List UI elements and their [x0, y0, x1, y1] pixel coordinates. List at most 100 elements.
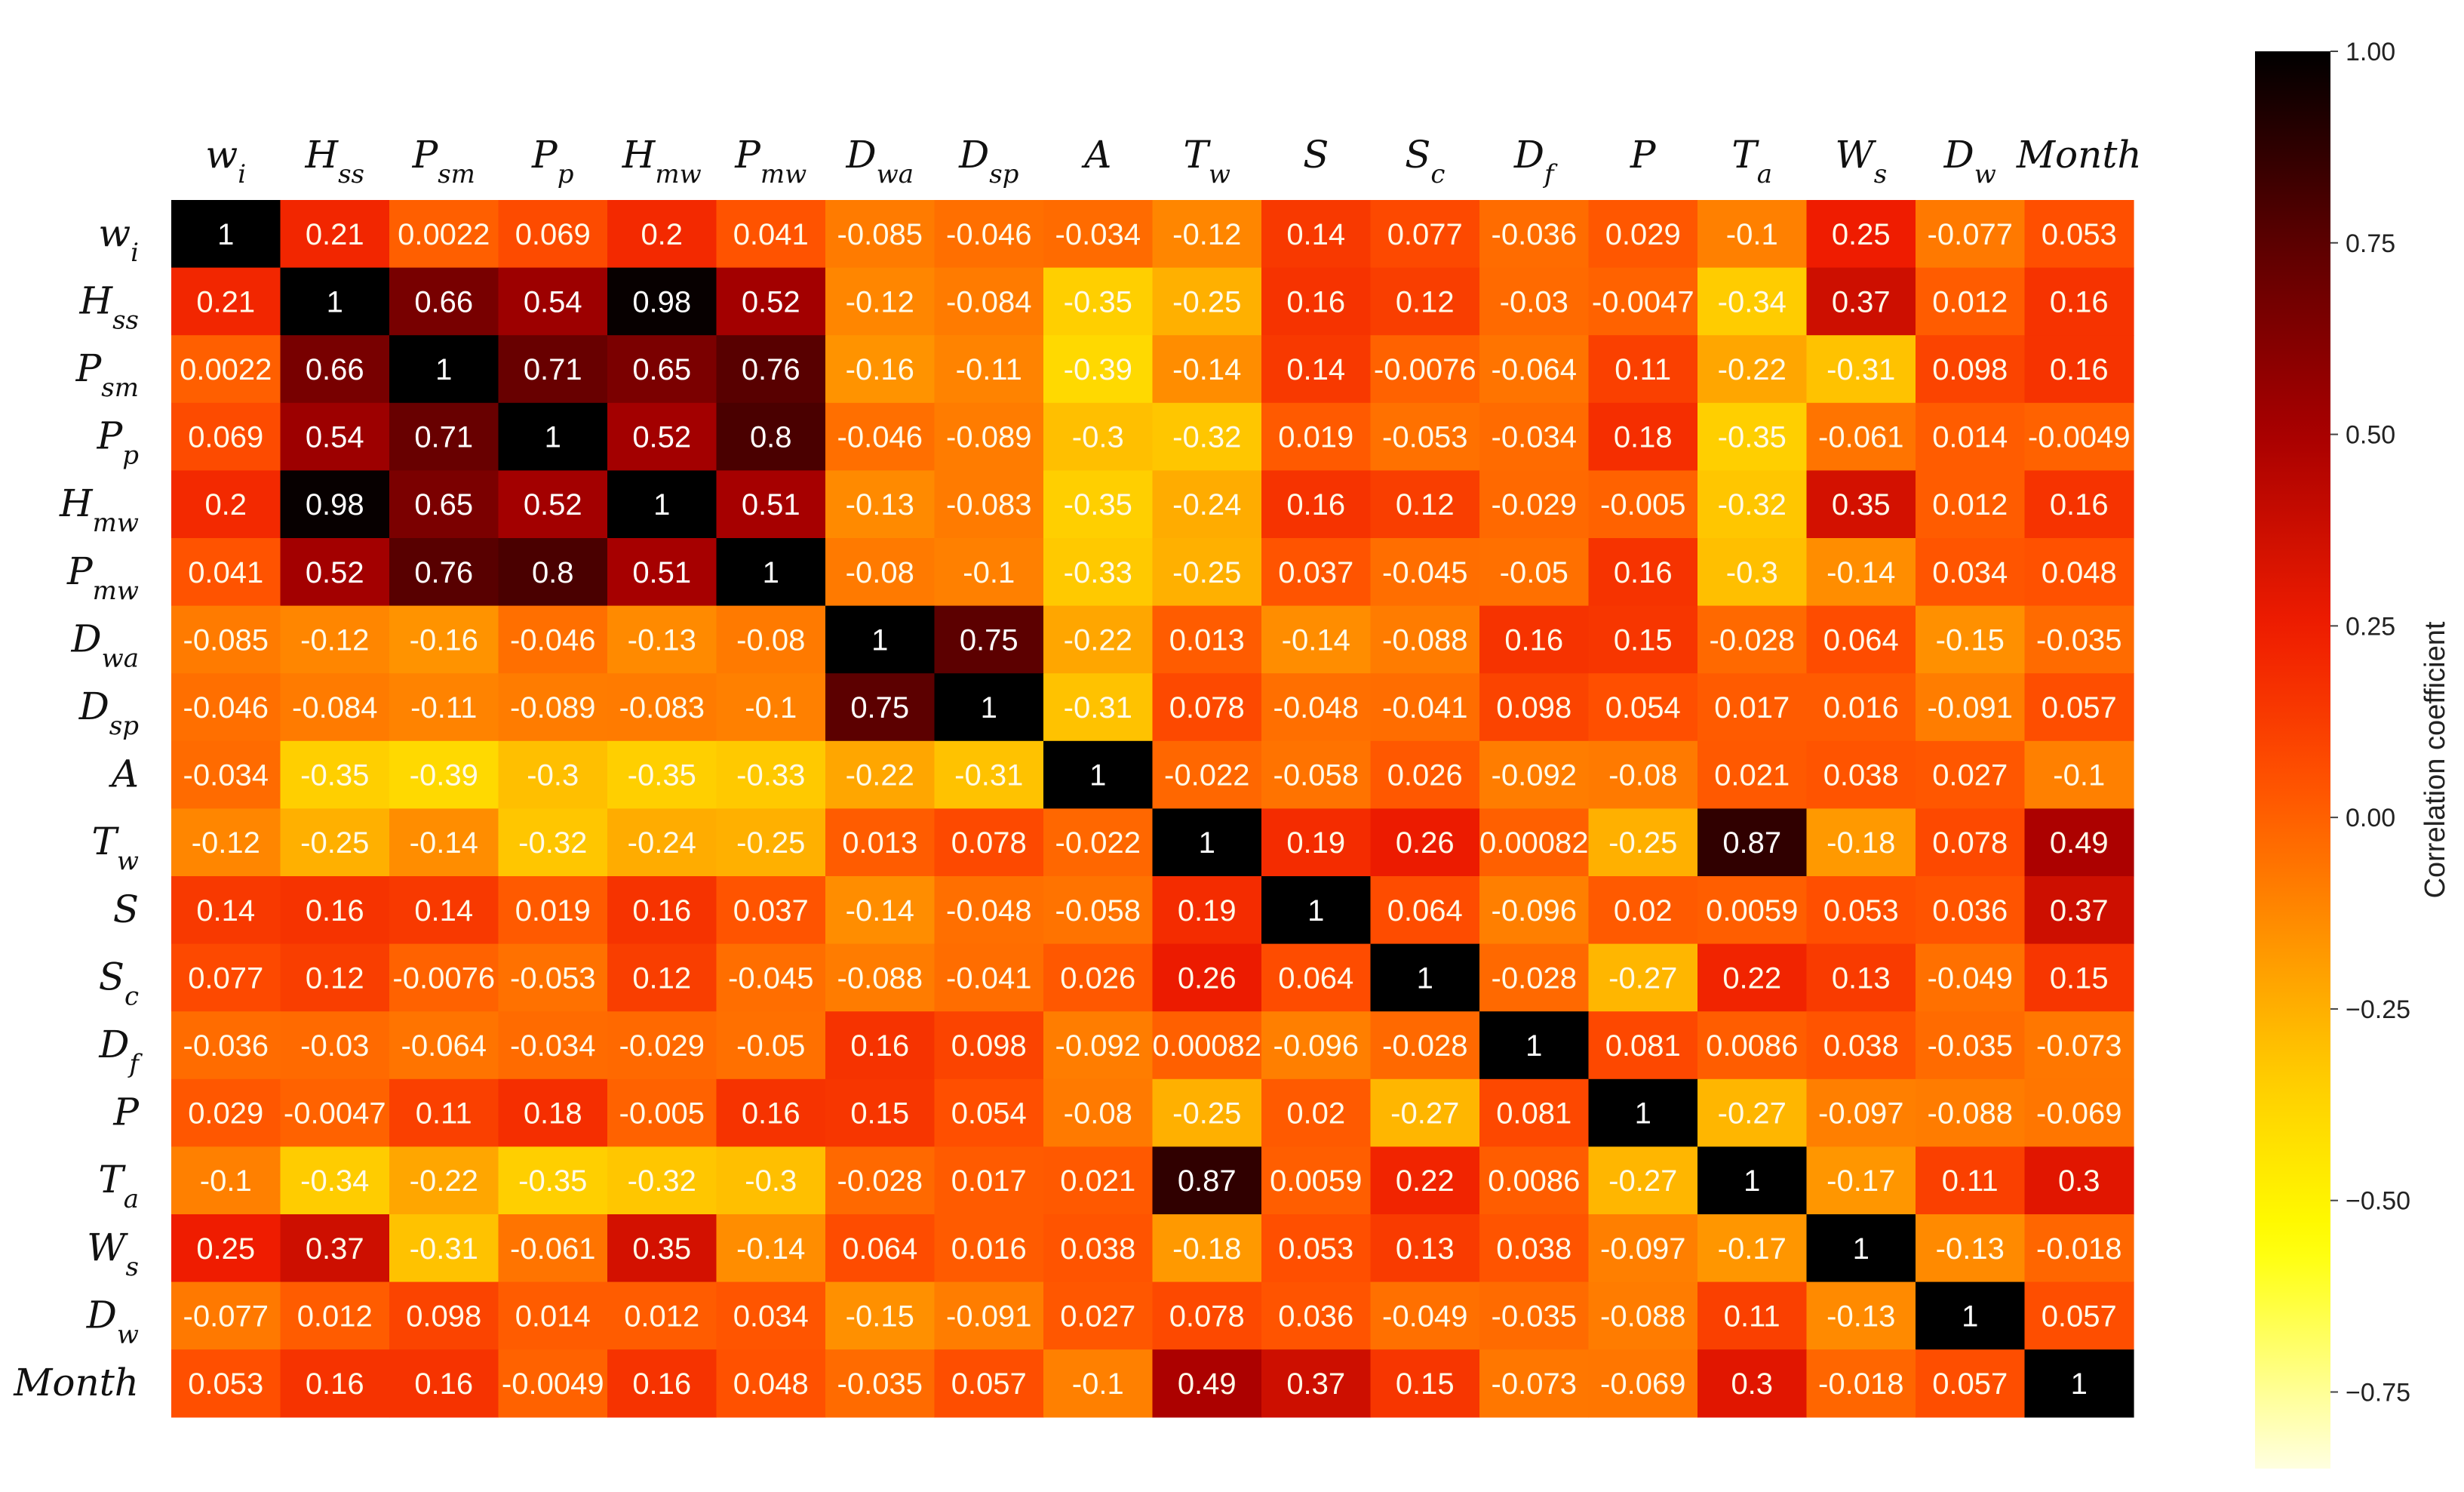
heatmap-cell-r15-c13	[1588, 1214, 1698, 1283]
heatmap-cell-r10-c1	[280, 876, 390, 945]
heatmap-cell-label: -0.046	[510, 623, 595, 657]
heatmap-cell-r9-c6	[825, 808, 936, 877]
heatmap-cell-label: -0.35	[518, 1164, 587, 1198]
heatmap-cell-label: 0.048	[2042, 556, 2117, 589]
heatmap-cell-r5-c15	[1806, 538, 1916, 607]
heatmap-cell-r4-c17	[2024, 470, 2134, 539]
heatmap-cell-label: 0.25	[196, 1232, 255, 1266]
heatmap-cell-label: -0.036	[1492, 218, 1577, 251]
heatmap-cell-label: -0.18	[1172, 1232, 1241, 1266]
heatmap-cell-label: 0.3	[1731, 1367, 1773, 1401]
heatmap-cell-label: -0.077	[183, 1300, 269, 1333]
heatmap-cell-r11-c17	[2024, 943, 2134, 1012]
heatmap-cell-r5-c8	[1043, 538, 1154, 607]
heatmap-cell-label: 0.52	[742, 285, 800, 318]
heatmap-cell-label: 0.029	[188, 1097, 263, 1131]
heatmap-cell-r5-c3	[498, 538, 608, 607]
heatmap-cell-label: -0.18	[1826, 826, 1895, 860]
heatmap-cell-r17-c13	[1588, 1349, 1698, 1418]
heatmap-cell-label: 0.76	[742, 353, 800, 386]
heatmap-cell-label: 0.14	[196, 894, 255, 928]
heatmap-cell-r4-c10	[1261, 470, 1372, 539]
heatmap-cell-label: 0.2	[204, 488, 247, 521]
heatmap-cell-r9-c3	[498, 808, 608, 877]
heatmap-cell-r1-c1	[280, 267, 390, 336]
heatmap-cell-r17-c9	[1152, 1349, 1262, 1418]
heatmap-cell-label: 1	[2071, 1367, 2088, 1401]
heatmap-cell-label: 0.053	[1278, 1232, 1353, 1266]
heatmap-cell-r4-c8	[1043, 470, 1154, 539]
heatmap-cell-r1-c15	[1806, 267, 1916, 336]
heatmap-cell-r11-c12	[1479, 943, 1590, 1012]
heatmap-cell-r2-c1	[280, 335, 390, 404]
heatmap-cell-r8-c8	[1043, 740, 1154, 809]
heatmap-cell-r17-c0	[171, 1349, 281, 1418]
heatmap-cell-label: 0.35	[1832, 488, 1891, 521]
heatmap-cell-label: -0.12	[192, 826, 260, 860]
heatmap-cell-label: 0.15	[2050, 961, 2109, 995]
heatmap-cell-label: -0.034	[183, 759, 269, 792]
column-label-p-p: Pp	[531, 133, 573, 189]
heatmap-cell-label: -0.083	[619, 691, 705, 724]
heatmap-cell-label: -0.045	[728, 961, 813, 995]
heatmap-cell-label: 0.019	[515, 894, 591, 928]
heatmap-cell-r16-c8	[1043, 1281, 1154, 1350]
heatmap-cell-r14-c7	[934, 1146, 1044, 1215]
heatmap-cell-r2-c16	[1916, 335, 2026, 404]
colorbar-tick-label: 0.25	[2346, 612, 2395, 641]
heatmap-cell-label: -0.12	[300, 623, 369, 657]
heatmap-cell-label: -0.31	[1064, 691, 1132, 724]
heatmap-cell-label: 0.029	[1605, 218, 1681, 251]
heatmap-cell-label: 0.053	[1823, 894, 1899, 928]
heatmap-cell-label: -0.0049	[2028, 421, 2131, 454]
heatmap-cell-label: 0.87	[1178, 1164, 1237, 1198]
heatmap-cell-label: 0.0022	[398, 218, 490, 251]
heatmap-cell-r2-c5	[716, 335, 826, 404]
heatmap-cell-r15-c0	[171, 1214, 281, 1283]
heatmap-cell-r14-c6	[825, 1146, 936, 1215]
heatmap-cell-r7-c12	[1479, 673, 1590, 742]
heatmap-cell-label: -0.15	[846, 1300, 914, 1333]
heatmap-cell-r7-c10	[1261, 673, 1372, 742]
heatmap-cell-label: 0.017	[1714, 691, 1790, 724]
heatmap-cell-label: -0.17	[1718, 1232, 1787, 1266]
heatmap-cell-r12-c4	[607, 1011, 717, 1080]
heatmap-cell-label: 1	[763, 556, 779, 589]
heatmap-cell-label: 0.036	[1278, 1300, 1353, 1333]
row-label-p: P	[112, 1091, 140, 1134]
heatmap-cell-r0-c6	[825, 200, 936, 269]
heatmap-cell-r12-c8	[1043, 1011, 1154, 1080]
heatmap-cell-label: 0.21	[196, 285, 255, 318]
heatmap-cell-label: 0.16	[414, 1367, 473, 1401]
heatmap-cell-label: -0.045	[1382, 556, 1467, 589]
heatmap-cell-r11-c2	[389, 943, 499, 1012]
heatmap-cell-r17-c7	[934, 1349, 1044, 1418]
heatmap-cell-r6-c5	[716, 605, 826, 674]
heatmap-cell-r3-c11	[1370, 402, 1480, 471]
heatmap-cell-r14-c4	[607, 1146, 717, 1215]
heatmap-cell-label: -0.3	[1726, 556, 1778, 589]
heatmap-cell-label: 0.041	[733, 218, 809, 251]
heatmap-cell-r10-c11	[1370, 876, 1480, 945]
heatmap-cell-r2-c9	[1152, 335, 1262, 404]
heatmap-cell-r1-c17	[2024, 267, 2134, 336]
heatmap-cell-label: -0.33	[736, 759, 805, 792]
column-label-h-ss: Hss	[304, 133, 364, 189]
heatmap-cell-label: -0.049	[1928, 961, 2013, 995]
heatmap-cell-label: -0.12	[1172, 218, 1241, 251]
heatmap-cell-r9-c15	[1806, 808, 1916, 877]
heatmap-cell-label: -0.13	[1936, 1232, 2005, 1266]
heatmap-cell-label: 0.75	[960, 623, 1018, 657]
heatmap-cell-label: 0.038	[1060, 1232, 1135, 1266]
heatmap-cell-label: 0.16	[850, 1029, 909, 1063]
heatmap-cell-r7-c9	[1152, 673, 1262, 742]
heatmap-cell-r17-c14	[1697, 1349, 1808, 1418]
heatmap-cell-r10-c2	[389, 876, 499, 945]
heatmap-cell-label: 1	[981, 691, 997, 724]
column-label-p-sm: Psm	[412, 133, 475, 189]
heatmap-cell-r0-c14	[1697, 200, 1808, 269]
heatmap-cell-label: 0.12	[1396, 285, 1455, 318]
heatmap-cell-label: 0.16	[632, 894, 691, 928]
row-label-d-sp: Dsp	[78, 684, 139, 741]
